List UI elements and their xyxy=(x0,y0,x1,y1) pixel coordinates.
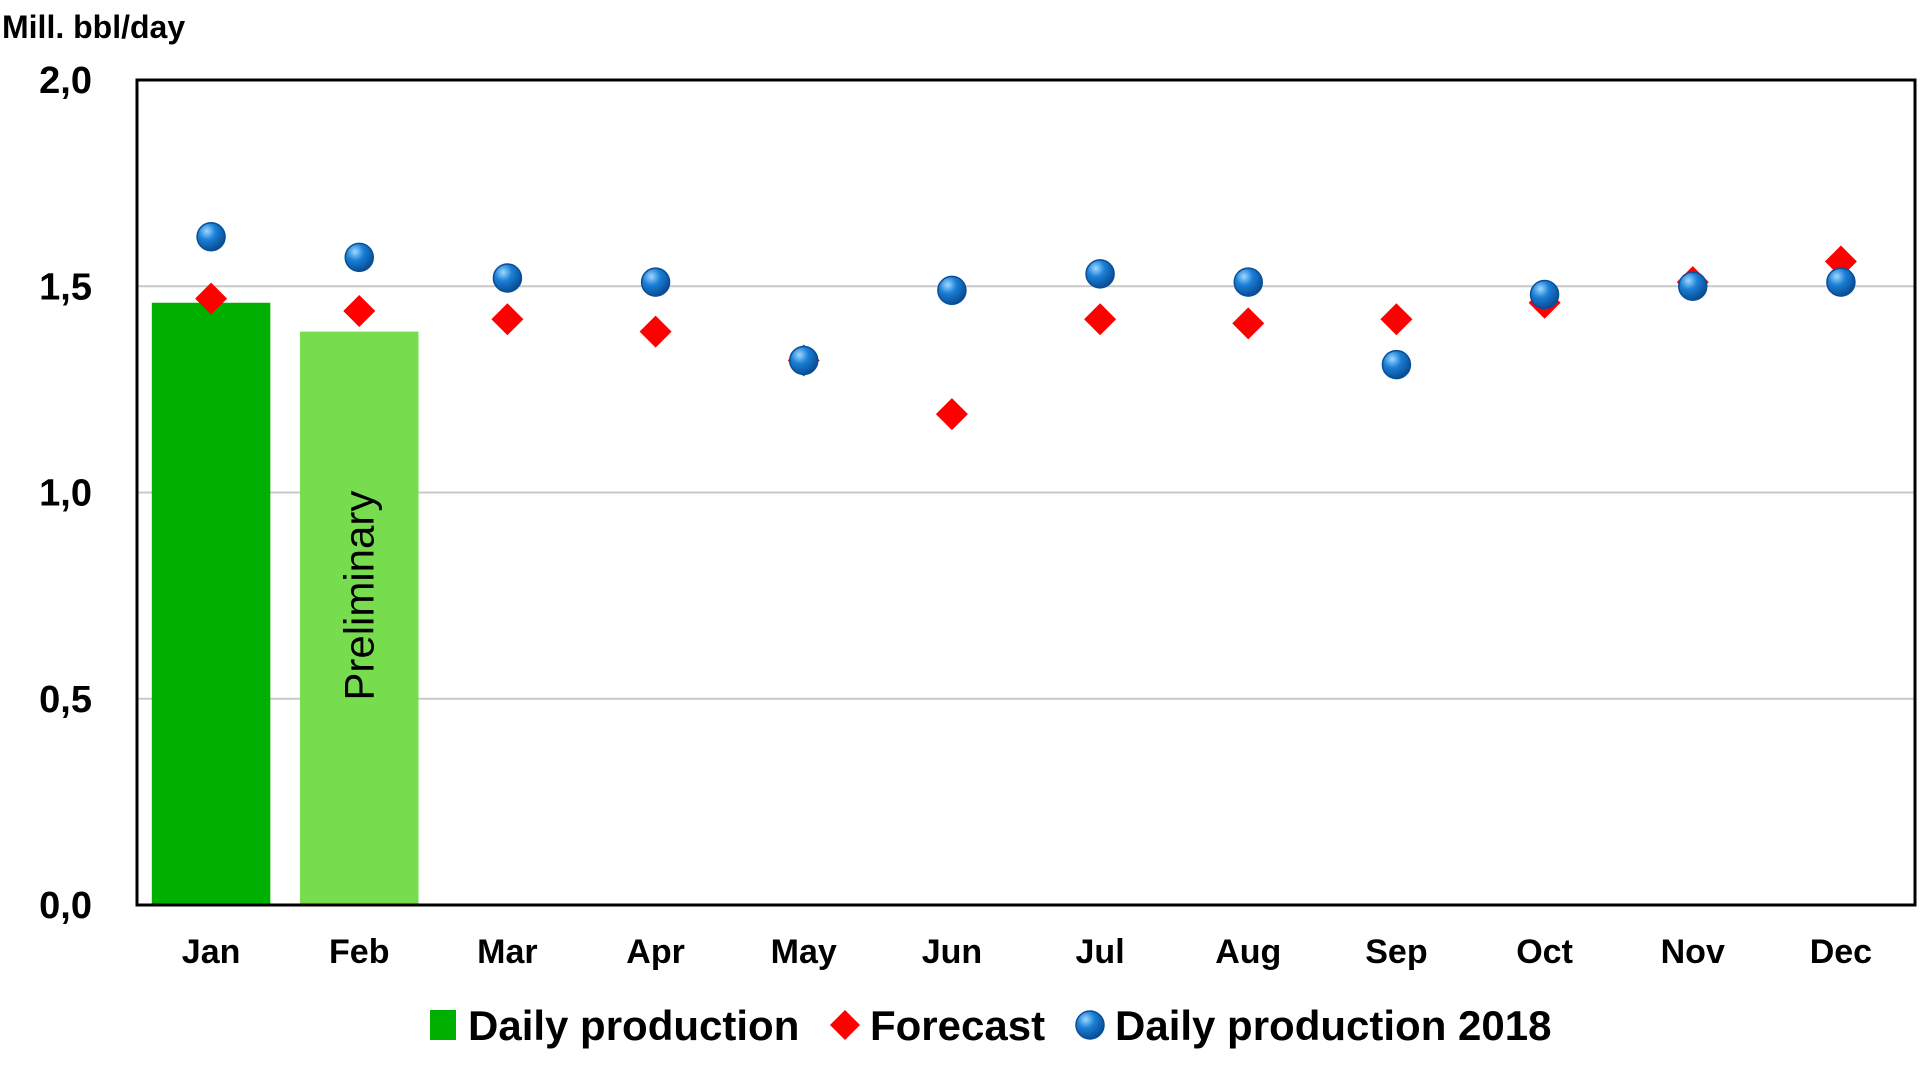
y-tick-label: 2,0 xyxy=(39,60,92,102)
bars xyxy=(151,302,419,905)
y-axis-unit-label: Mill. bbl/day xyxy=(2,9,185,45)
x-axis-ticks: Jan Feb Mar Apr May Jun Jul Aug Sep Oct Nov Dec xyxy=(182,933,1872,971)
forecast-point-dec xyxy=(1824,245,1857,278)
daily-production-2018-point-nov xyxy=(1678,271,1708,301)
legend: Daily production Forecast Daily production… xyxy=(430,1002,1551,1049)
x-tick-label: Mar xyxy=(477,933,537,971)
forecast-point-jul xyxy=(1084,303,1117,336)
x-tick-label: Aug xyxy=(1215,933,1281,971)
legend-label-daily-production-2018: Daily production 2018 xyxy=(1115,1002,1551,1049)
daily-production-2018-point-sep xyxy=(1381,349,1412,380)
daily-production-2018-point-dec xyxy=(1826,267,1856,297)
daily-production-2018-markers xyxy=(196,222,1856,380)
forecast-point-apr xyxy=(639,315,672,348)
x-tick-label: Apr xyxy=(626,933,685,971)
x-tick-label: Dec xyxy=(1810,933,1872,971)
x-tick-label: Sep xyxy=(1365,933,1427,971)
legend-swatch-daily-production-2018 xyxy=(1075,1010,1105,1040)
y-tick-label: 1,0 xyxy=(39,473,92,515)
daily-production-2018-point-may xyxy=(789,345,819,376)
forecast-point-mar xyxy=(491,303,524,336)
daily-production-2018-point-jan xyxy=(196,222,226,252)
forecast-point-jun xyxy=(935,398,968,431)
x-tick-label: Oct xyxy=(1516,933,1573,971)
annotations: Preliminary xyxy=(335,491,382,701)
bar-jan xyxy=(151,302,271,905)
legend-swatch-daily-production xyxy=(430,1010,456,1040)
legend-swatch-forecast xyxy=(830,1010,860,1040)
y-tick-label: 1,5 xyxy=(39,266,92,308)
legend-label-daily-production: Daily production xyxy=(468,1002,799,1049)
x-tick-label: Feb xyxy=(329,933,389,971)
daily-production-2018-point-jun xyxy=(937,275,967,306)
y-tick-label: 0,5 xyxy=(39,679,92,721)
daily-production-2018-point-apr xyxy=(640,267,671,297)
legend-label-forecast: Forecast xyxy=(870,1002,1045,1049)
daily-production-2018-point-oct xyxy=(1529,279,1560,310)
gridlines xyxy=(137,285,1915,700)
x-tick-label: Jan xyxy=(182,933,241,971)
bar-feb xyxy=(299,331,419,905)
y-axis-ticks: 0,0 0,5 1,0 1,5 2,0 xyxy=(39,60,92,927)
forecast-point-jan xyxy=(195,282,228,315)
forecast-markers xyxy=(195,245,1857,431)
daily-production-2018-point-feb xyxy=(344,242,374,273)
preliminary-annotation: Preliminary xyxy=(335,491,382,701)
x-tick-label: Jun xyxy=(922,933,982,971)
x-tick-label: Jul xyxy=(1076,933,1125,971)
forecast-point-sep xyxy=(1380,303,1413,336)
forecast-point-aug xyxy=(1232,307,1265,340)
daily-production-2018-point-jul xyxy=(1085,259,1115,289)
plot-area-frame xyxy=(135,78,1917,907)
daily-production-2018-point-aug xyxy=(1233,267,1263,297)
y-tick-label: 0,0 xyxy=(39,885,92,927)
daily-production-2018-point-mar xyxy=(492,263,523,293)
x-tick-label: May xyxy=(771,933,837,971)
forecast-point-feb xyxy=(343,295,376,327)
x-tick-label: Nov xyxy=(1661,933,1725,971)
